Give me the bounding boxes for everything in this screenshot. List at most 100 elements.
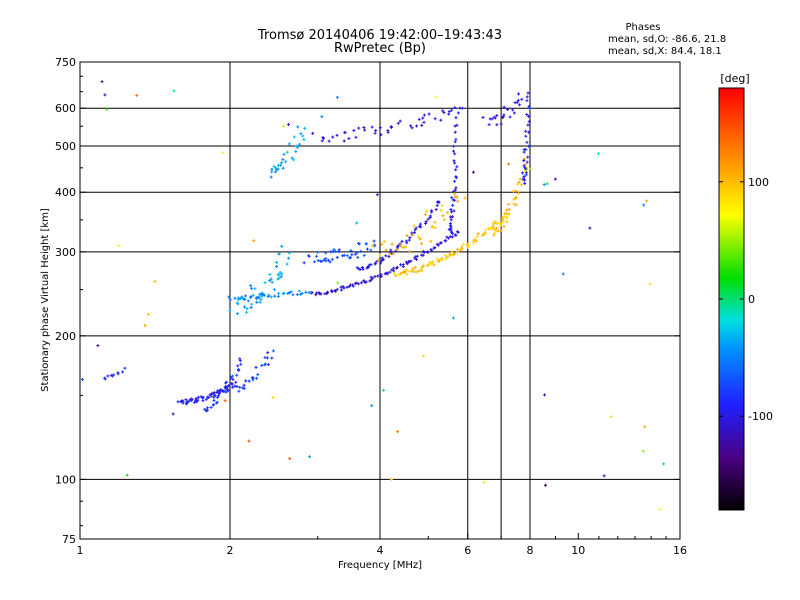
data-point bbox=[287, 142, 291, 146]
data-point bbox=[260, 294, 264, 298]
data-point bbox=[172, 89, 176, 93]
data-point bbox=[429, 239, 433, 243]
data-point bbox=[395, 248, 399, 252]
data-point bbox=[176, 400, 180, 404]
data-point bbox=[514, 196, 518, 200]
data-point bbox=[451, 253, 455, 257]
stats-line-x: mean, sd,X: 84.4, 18.1 bbox=[608, 46, 722, 57]
y-tick-label: 400 bbox=[55, 186, 76, 199]
data-point bbox=[388, 270, 392, 274]
data-point bbox=[658, 507, 662, 511]
data-point bbox=[347, 256, 351, 260]
data-point bbox=[217, 389, 221, 393]
data-point bbox=[524, 134, 528, 138]
data-point bbox=[435, 257, 439, 261]
data-point bbox=[355, 281, 359, 285]
data-point bbox=[343, 130, 347, 134]
data-point bbox=[376, 258, 380, 262]
data-point bbox=[392, 272, 396, 276]
data-point bbox=[527, 120, 531, 124]
data-point bbox=[401, 246, 405, 250]
data-point bbox=[433, 226, 437, 230]
data-point bbox=[364, 280, 368, 284]
data-point bbox=[451, 316, 455, 320]
data-point bbox=[456, 111, 460, 115]
data-point bbox=[201, 395, 205, 399]
data-point bbox=[347, 285, 351, 289]
data-point bbox=[450, 235, 454, 239]
data-point bbox=[472, 241, 476, 245]
data-point bbox=[231, 378, 235, 382]
data-point bbox=[219, 388, 223, 392]
data-point bbox=[285, 150, 289, 154]
data-point bbox=[428, 214, 432, 218]
data-point bbox=[263, 356, 267, 360]
data-point bbox=[203, 407, 207, 411]
data-point bbox=[425, 250, 429, 254]
colorbar-ticks: 100 0 -100 bbox=[719, 176, 773, 423]
data-point bbox=[527, 144, 531, 148]
data-point bbox=[373, 262, 377, 266]
data-point bbox=[196, 398, 200, 402]
data-point bbox=[456, 199, 460, 203]
data-point bbox=[471, 170, 475, 174]
data-point bbox=[433, 117, 437, 121]
data-point bbox=[382, 239, 386, 243]
data-point bbox=[507, 207, 511, 211]
data-point bbox=[420, 269, 424, 273]
data-point bbox=[371, 276, 375, 280]
x-axis-label: Frequency [MHz] bbox=[338, 560, 422, 571]
data-point bbox=[524, 167, 528, 171]
data-point bbox=[511, 108, 515, 112]
data-point bbox=[516, 191, 520, 195]
data-point bbox=[429, 262, 433, 266]
data-point bbox=[309, 291, 313, 295]
data-point bbox=[221, 389, 225, 393]
data-point bbox=[411, 266, 415, 270]
data-point bbox=[384, 254, 388, 258]
data-point bbox=[320, 139, 324, 143]
data-point bbox=[439, 118, 443, 122]
data-point bbox=[496, 221, 500, 225]
data-point bbox=[460, 106, 464, 110]
data-point bbox=[318, 259, 322, 263]
data-point bbox=[423, 221, 427, 225]
data-point bbox=[421, 264, 425, 268]
data-point bbox=[251, 293, 255, 297]
data-point bbox=[451, 203, 455, 207]
data-point bbox=[380, 242, 384, 246]
y-tick-label: 750 bbox=[55, 56, 76, 69]
data-point bbox=[357, 282, 361, 286]
data-point bbox=[281, 158, 285, 162]
data-point bbox=[334, 249, 338, 253]
data-point bbox=[450, 249, 454, 253]
data-point bbox=[450, 108, 454, 112]
data-point bbox=[415, 254, 419, 258]
data-point bbox=[525, 113, 529, 117]
data-point bbox=[361, 267, 365, 271]
data-point bbox=[123, 366, 127, 370]
data-point bbox=[339, 285, 343, 289]
data-point bbox=[205, 408, 209, 412]
data-point bbox=[496, 229, 500, 233]
data-point bbox=[359, 249, 363, 253]
data-point bbox=[505, 220, 509, 224]
x-tick-label: 4 bbox=[377, 544, 384, 557]
data-point bbox=[342, 286, 346, 290]
x-tick-label: 10 bbox=[571, 544, 585, 557]
data-point bbox=[388, 252, 392, 256]
data-point bbox=[324, 251, 328, 255]
data-point bbox=[399, 263, 403, 267]
data-point bbox=[507, 162, 511, 166]
data-point bbox=[398, 272, 402, 276]
data-point bbox=[442, 111, 446, 115]
data-point bbox=[489, 227, 493, 231]
data-point bbox=[281, 166, 285, 170]
data-point bbox=[451, 198, 455, 202]
data-points bbox=[80, 80, 666, 511]
data-point bbox=[280, 272, 284, 276]
data-point bbox=[453, 124, 457, 128]
data-point bbox=[278, 270, 282, 274]
data-point bbox=[335, 287, 339, 291]
data-point bbox=[289, 290, 293, 294]
